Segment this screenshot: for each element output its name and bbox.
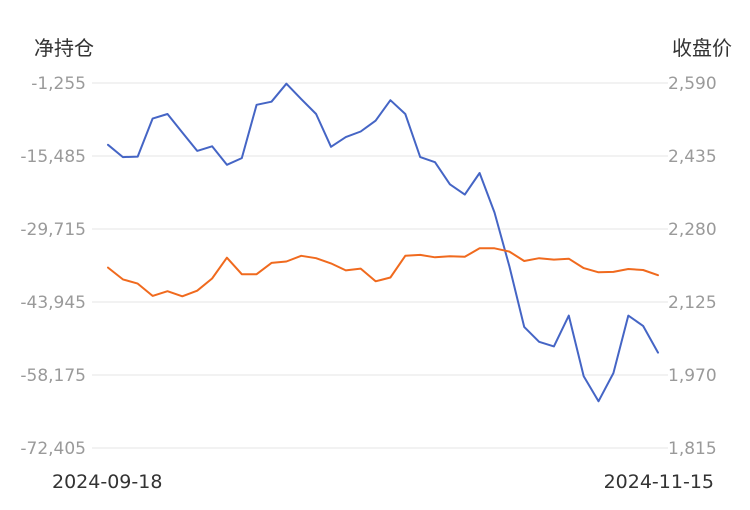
- series-lines: [107, 82, 659, 403]
- left-axis-title: 净持仓: [34, 36, 94, 60]
- left-tick-label: -1,255: [31, 74, 86, 94]
- close-price-line: [107, 247, 659, 298]
- right-tick-label: 2,435: [668, 147, 717, 167]
- left-tick-label: -58,175: [20, 366, 86, 386]
- right-tick-label: 2,590: [668, 74, 717, 94]
- right-axis-title: 收盘价: [672, 36, 732, 60]
- right-axis-ticks: 2,590 2,435 2,280 2,125 1,970 1,815: [668, 74, 717, 459]
- left-tick-label: -29,715: [20, 220, 86, 240]
- x-start-date: 2024-09-18: [52, 471, 162, 493]
- right-tick-label: 2,125: [668, 293, 717, 313]
- right-tick-label: 2,280: [668, 220, 717, 240]
- net-position-line: [107, 82, 659, 403]
- gridlines: [92, 82, 668, 449]
- x-end-date: 2024-11-15: [604, 471, 714, 493]
- left-axis-ticks: -1,255 -15,485 -29,715 -43,945 -58,175 -72,40…: [20, 74, 86, 459]
- left-tick-label: -72,405: [20, 439, 86, 459]
- left-tick-label: -43,945: [20, 293, 86, 313]
- right-tick-label: 1,970: [668, 366, 717, 386]
- left-tick-label: -15,485: [20, 147, 86, 167]
- right-tick-label: 1,815: [668, 439, 717, 459]
